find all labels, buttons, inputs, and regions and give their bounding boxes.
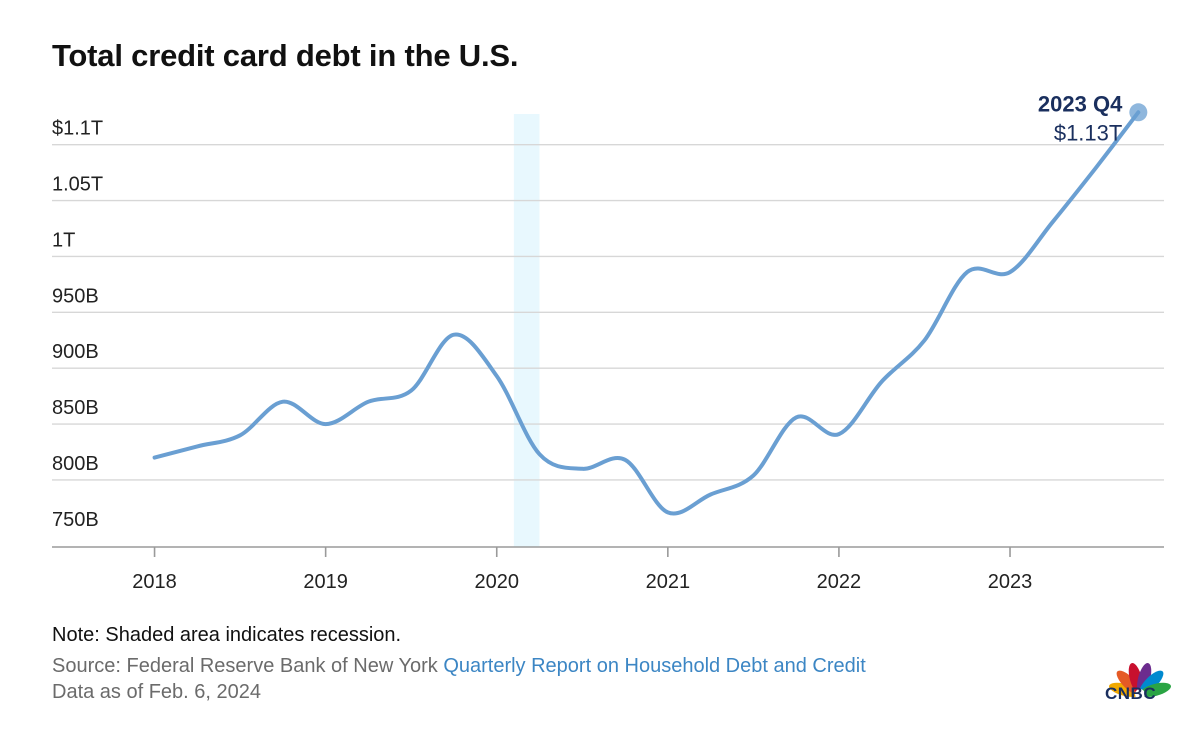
y-tick-label: 850B [52, 397, 99, 419]
x-tick-label: 2020 [474, 571, 519, 593]
cnbc-peacock-icon [1109, 663, 1171, 699]
x-axis-ticks: 2018 2019 2020 2021 2022 2023 [132, 547, 1032, 593]
source-prefix: Source: Federal Reserve Bank of New York [52, 655, 444, 677]
x-tick-label: 2023 [988, 571, 1033, 593]
y-tick-label: 1.05T [52, 174, 103, 196]
source-link[interactable]: Quarterly Report on Household Debt and C… [443, 655, 866, 677]
source-line: Source: Federal Reserve Bank of New York… [52, 655, 866, 678]
chart-title: Total credit card debt in the U.S. [52, 38, 519, 73]
y-tick-label: 950B [52, 285, 99, 307]
y-tick-label: $1.1T [52, 118, 103, 140]
y-tick-label: 1T [52, 229, 75, 251]
x-tick-label: 2018 [132, 571, 177, 593]
y-tick-label: 750B [52, 509, 99, 531]
gridlines [52, 143, 1164, 481]
y-tick-label: 900B [52, 341, 99, 363]
data-as-of: Data as of Feb. 6, 2024 [52, 681, 262, 703]
recession-band [513, 114, 540, 547]
y-axis-ticks: 750B 800B 850B 900B 950B 1T 1.05T $1.1T [52, 118, 103, 531]
recession-note: Note: Shaded area indicates recession. [52, 624, 402, 646]
cnbc-logo-text[interactable]: CNBC [1105, 684, 1157, 703]
end-point-marker [1129, 103, 1148, 122]
callout-value: $1.13T [1054, 120, 1123, 145]
x-tick-label: 2021 [646, 571, 691, 593]
y-tick-label: 800B [52, 453, 99, 475]
x-tick-label: 2019 [303, 571, 348, 593]
series-line-credit-card-debt [152, 110, 1141, 516]
callout-label: 2023 Q4 [1038, 91, 1123, 116]
x-tick-label: 2022 [817, 571, 862, 593]
